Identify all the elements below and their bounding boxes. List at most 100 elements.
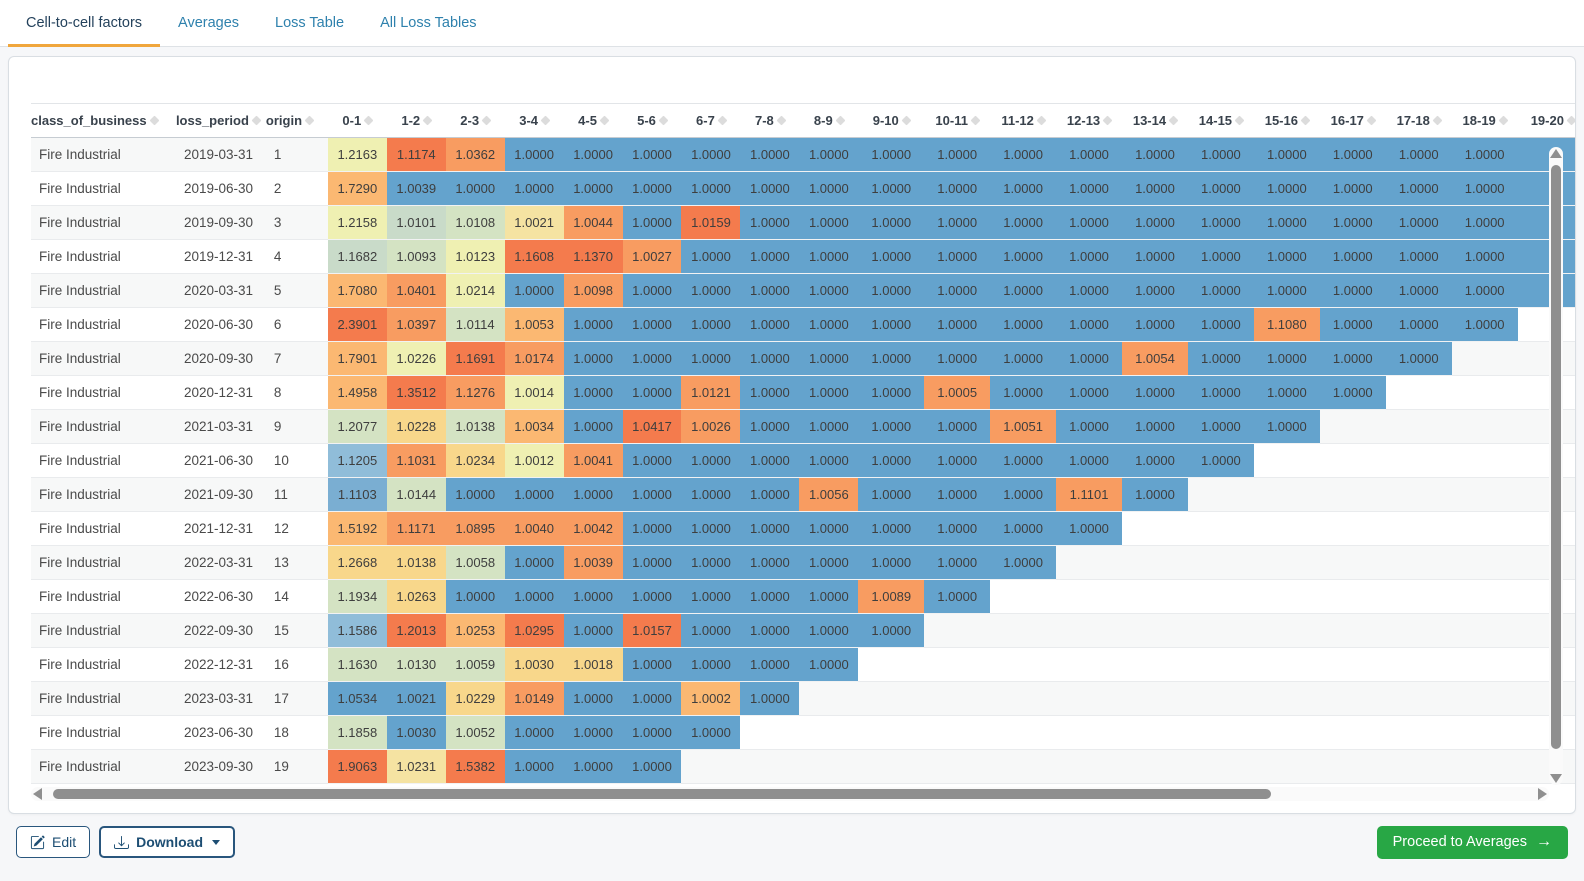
horizontal-scrollbar[interactable] bbox=[31, 787, 1549, 801]
sort-icon[interactable] bbox=[1366, 115, 1377, 126]
tab-averages[interactable]: Averages bbox=[178, 15, 240, 31]
sort-icon[interactable] bbox=[835, 115, 846, 126]
column-header-4-5[interactable]: 4-5 bbox=[563, 103, 623, 138]
column-header-label: 4-5 bbox=[578, 113, 597, 128]
class-of-business-cell: Fire Industrial bbox=[31, 613, 176, 648]
scroll-right-arrow-icon[interactable] bbox=[1538, 788, 1547, 800]
column-header-13-14[interactable]: 13-14 bbox=[1122, 103, 1188, 138]
factor-cell: 1.0039 bbox=[386, 171, 446, 206]
scroll-left-arrow-icon[interactable] bbox=[33, 788, 42, 800]
sort-icon[interactable] bbox=[1300, 115, 1311, 126]
class-of-business-cell: Fire Industrial bbox=[31, 273, 176, 308]
column-header-loss-period[interactable]: loss_period bbox=[175, 103, 266, 138]
factor-cell: 1.0000 bbox=[799, 341, 859, 376]
sort-icon[interactable] bbox=[1498, 115, 1509, 126]
sort-icon[interactable] bbox=[776, 115, 787, 126]
factor-cell: 1.0000 bbox=[681, 511, 741, 546]
column-header-class-of-business[interactable]: class_of_business bbox=[31, 103, 176, 138]
tab-loss-table[interactable]: Loss Table bbox=[275, 15, 345, 31]
sort-icon[interactable] bbox=[149, 115, 160, 126]
column-header-9-10[interactable]: 9-10 bbox=[858, 103, 925, 138]
column-header-16-17[interactable]: 16-17 bbox=[1319, 103, 1386, 138]
empty-cell bbox=[1319, 409, 1386, 444]
vertical-scrollbar[interactable] bbox=[1549, 147, 1563, 785]
factor-cell: 1.0000 bbox=[1122, 273, 1188, 308]
factor-cell: 1.0000 bbox=[622, 171, 682, 206]
factor-cell: 1.0000 bbox=[799, 443, 859, 478]
edit-button[interactable]: Edit bbox=[16, 826, 91, 858]
column-header-15-16[interactable]: 15-16 bbox=[1253, 103, 1320, 138]
column-header-2-3[interactable]: 2-3 bbox=[445, 103, 505, 138]
sort-icon[interactable] bbox=[658, 115, 669, 126]
factor-cell: 1.0000 bbox=[799, 171, 859, 206]
column-header-14-15[interactable]: 14-15 bbox=[1187, 103, 1254, 138]
column-header-label: 7-8 bbox=[754, 113, 774, 128]
empty-cell bbox=[990, 647, 1057, 682]
factor-cell: 1.0000 bbox=[504, 545, 564, 580]
sort-icon[interactable] bbox=[1234, 115, 1245, 126]
factor-cell: 1.0000 bbox=[1253, 273, 1320, 308]
column-header-11-12[interactable]: 11-12 bbox=[990, 103, 1057, 138]
class-of-business-cell: Fire Industrial bbox=[31, 409, 176, 444]
download-button[interactable]: Download bbox=[99, 826, 236, 858]
column-header-18-19[interactable]: 18-19 bbox=[1451, 103, 1518, 138]
sort-icon[interactable] bbox=[1566, 115, 1575, 126]
origin-cell: 7 bbox=[265, 341, 328, 376]
factor-cell: 1.0000 bbox=[681, 137, 741, 172]
origin-cell: 8 bbox=[265, 375, 328, 410]
empty-cell bbox=[858, 715, 925, 750]
column-header-7-8[interactable]: 7-8 bbox=[740, 103, 800, 138]
scroll-down-arrow-icon[interactable] bbox=[1550, 774, 1562, 783]
column-header-17-18[interactable]: 17-18 bbox=[1385, 103, 1452, 138]
sort-icon[interactable] bbox=[540, 115, 551, 126]
tab-cell-to-cell-factors[interactable]: Cell-to-cell factors bbox=[8, 0, 161, 47]
sort-icon[interactable] bbox=[901, 115, 912, 126]
column-header-5-6[interactable]: 5-6 bbox=[622, 103, 682, 138]
column-header-19-20[interactable]: 19-20 bbox=[1517, 103, 1575, 138]
empty-cell bbox=[1187, 647, 1254, 682]
origin-cell: 15 bbox=[265, 613, 328, 648]
table-row: Fire Industrial 2023-03-31 17 1.0534 1.0021 1… bbox=[31, 681, 1575, 716]
column-header-3-4[interactable]: 3-4 bbox=[504, 103, 564, 138]
factor-cell: 1.0000 bbox=[1253, 409, 1320, 444]
tab-bar: Cell-to-cell factors Averages Loss Table Al… bbox=[0, 0, 1584, 47]
origin-cell: 1 bbox=[265, 137, 328, 172]
table-row: Fire Industrial 2019-03-31 1 1.2163 1.1174 1.… bbox=[31, 137, 1575, 172]
sort-icon[interactable] bbox=[1432, 115, 1443, 126]
vertical-scrollbar-thumb[interactable] bbox=[1551, 165, 1561, 749]
class-of-business-cell: Fire Industrial bbox=[31, 307, 176, 342]
sort-icon[interactable] bbox=[1168, 115, 1179, 126]
scroll-up-arrow-icon[interactable] bbox=[1550, 149, 1562, 158]
factor-cell: 1.0000 bbox=[1056, 307, 1122, 342]
factor-cell: 1.0000 bbox=[1451, 137, 1518, 172]
sort-icon[interactable] bbox=[717, 115, 728, 126]
column-header-1-2[interactable]: 1-2 bbox=[386, 103, 446, 138]
factor-cell: 1.0000 bbox=[1451, 239, 1518, 274]
table-header-row: class_of_business loss_period origin 0-1 1-2… bbox=[31, 103, 1575, 138]
column-header-origin[interactable]: origin bbox=[265, 103, 328, 138]
factor-cell: 1.0042 bbox=[563, 511, 623, 546]
factor-cell: 1.0000 bbox=[563, 613, 623, 648]
sort-icon[interactable] bbox=[599, 115, 610, 126]
column-header-6-7[interactable]: 6-7 bbox=[681, 103, 741, 138]
sort-icon[interactable] bbox=[970, 115, 981, 126]
column-header-8-9[interactable]: 8-9 bbox=[799, 103, 859, 138]
factor-cell: 1.0000 bbox=[924, 171, 991, 206]
factor-cell: 1.0054 bbox=[1122, 341, 1188, 376]
factor-cell: 1.0000 bbox=[504, 477, 564, 512]
column-header-10-11[interactable]: 10-11 bbox=[924, 103, 991, 138]
sort-icon[interactable] bbox=[304, 115, 315, 126]
factor-cell: 1.0052 bbox=[445, 715, 505, 750]
horizontal-scrollbar-thumb[interactable] bbox=[53, 789, 1271, 799]
tab-all-loss-tables[interactable]: All Loss Tables bbox=[380, 15, 477, 31]
factor-cell: 1.9063 bbox=[327, 749, 387, 784]
sort-icon[interactable] bbox=[481, 115, 492, 126]
sort-icon[interactable] bbox=[1036, 115, 1047, 126]
sort-icon[interactable] bbox=[363, 115, 374, 126]
sort-icon[interactable] bbox=[1102, 115, 1113, 126]
column-header-0-1[interactable]: 0-1 bbox=[327, 103, 387, 138]
sort-icon[interactable] bbox=[251, 115, 262, 126]
proceed-to-averages-button[interactable]: Proceed to Averages → bbox=[1376, 825, 1568, 859]
column-header-12-13[interactable]: 12-13 bbox=[1056, 103, 1122, 138]
sort-icon[interactable] bbox=[422, 115, 433, 126]
